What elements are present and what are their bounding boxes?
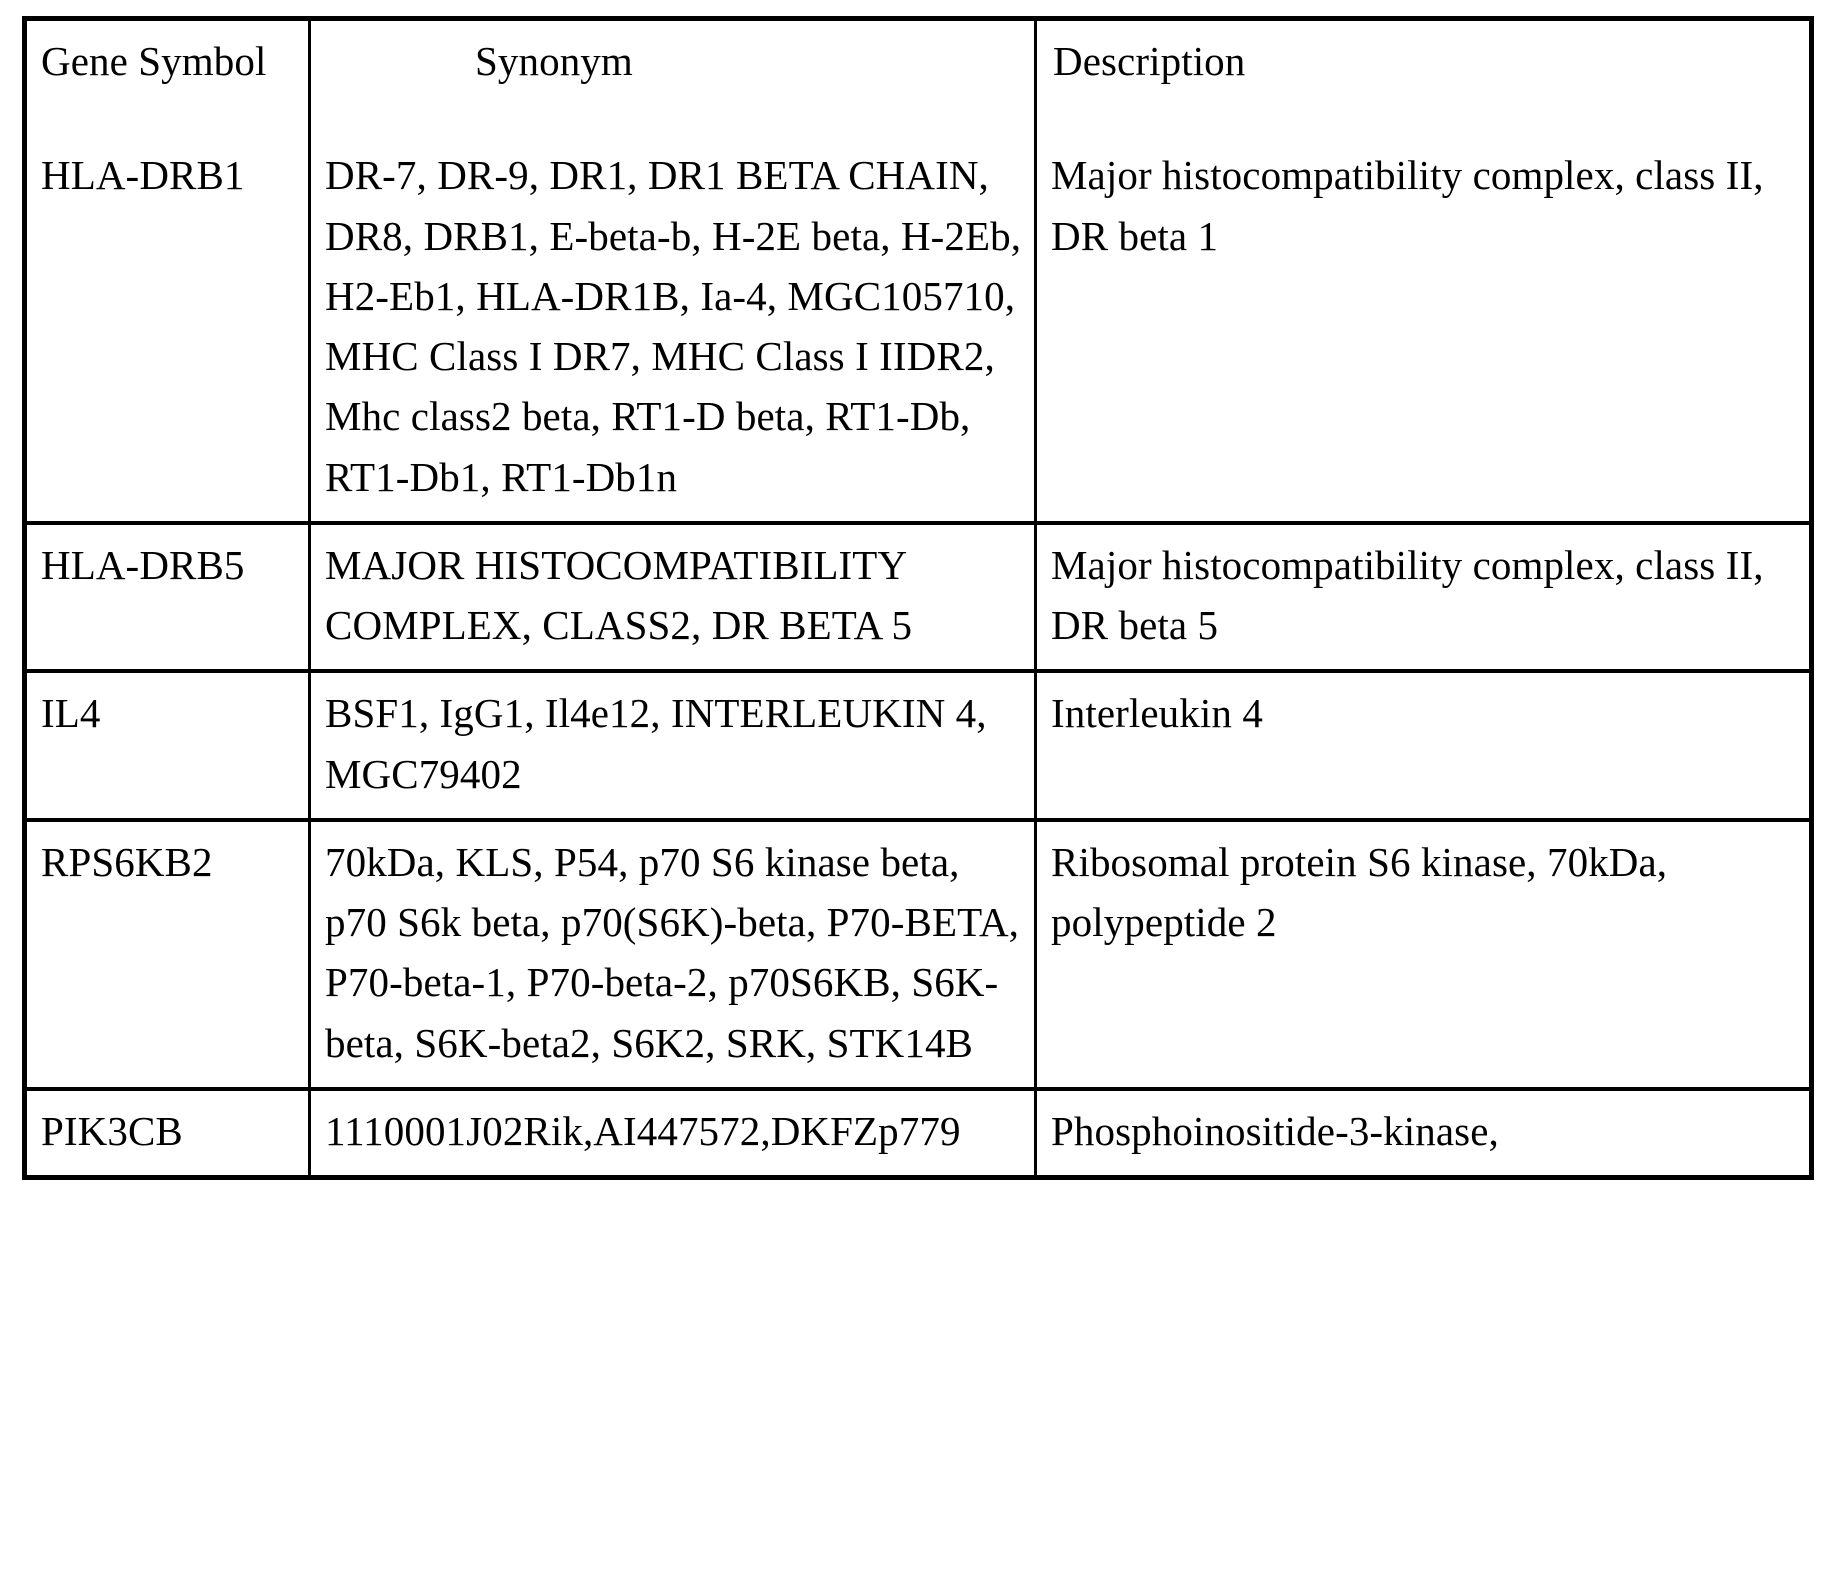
gene-symbol-value: RPS6KB2: [41, 838, 213, 885]
gene-symbol-value: IL4: [41, 690, 101, 737]
cell-description: Ribosomal protein S6 kinase, 70kDa, poly…: [1035, 819, 1812, 1091]
column-header-synonym-label: Synonym: [475, 38, 633, 84]
table-row: HLA-DRB5 MAJOR HISTOCOMPATIBILITY COMPLE…: [24, 522, 1812, 674]
gene-symbol-value: HLA-DRB1: [41, 152, 245, 199]
column-header-description: Description: [1036, 19, 1812, 136]
cell-description: Phosphoinositide-3-kinase,: [1036, 1089, 1812, 1178]
synonym-value: MAJOR HISTOCOMPATIBILITY COMPLEX, CLASS2…: [325, 541, 913, 649]
cell-synonym: 1110001J02Rik,AI447572,DKFZp779: [309, 1088, 1037, 1178]
table-body: HLA-DRB1 DR-7, DR-9, DR1, DR1 BETA CHAIN…: [24, 135, 1812, 1178]
cell-synonym: BSF1, IgG1, Il4e12, INTERLEUKIN 4, MGC79…: [309, 671, 1037, 822]
table-row: HLA-DRB1 DR-7, DR-9, DR1, DR1 BETA CHAIN…: [24, 135, 1812, 525]
column-header-gene-symbol-label: Gene Symbol: [41, 38, 267, 84]
cell-gene-symbol: PIK3CB: [24, 1088, 311, 1178]
column-header-description-label: Description: [1053, 38, 1246, 84]
gene-symbol-value: PIK3CB: [41, 1107, 183, 1154]
cell-description: Interleukin 4: [1035, 671, 1812, 822]
gene-annotation-table: Gene Symbol Synonym Description HLA-DRB1…: [22, 16, 1814, 1181]
description-value: Major histocompatibility complex, class …: [1051, 541, 1764, 649]
cell-synonym: DR-7, DR-9, DR1, DR1 BETA CHAIN, DR8, DR…: [309, 135, 1037, 525]
cell-gene-symbol: HLA-DRB5: [24, 522, 311, 674]
description-value: Major histocompatibility complex, class …: [1051, 152, 1764, 259]
table-header: Gene Symbol Synonym Description: [24, 18, 1812, 136]
synonym-value: 1110001J02Rik,AI447572,DKFZp779: [325, 1107, 961, 1154]
column-header-gene-symbol: Gene Symbol: [24, 18, 311, 136]
description-value: Interleukin 4: [1051, 690, 1263, 737]
gene-symbol-value: HLA-DRB5: [41, 541, 245, 588]
table-row: RPS6KB2 70kDa, KLS, P54, p70 S6 kinase b…: [24, 819, 1812, 1091]
cell-synonym: MAJOR HISTOCOMPATIBILITY COMPLEX, CLASS2…: [309, 522, 1037, 674]
table-header-row: Gene Symbol Synonym Description: [24, 18, 1812, 136]
description-value: Ribosomal protein S6 kinase, 70kDa, poly…: [1051, 838, 1668, 946]
cell-gene-symbol: RPS6KB2: [24, 819, 311, 1091]
cell-gene-symbol: HLA-DRB1: [24, 135, 311, 525]
cell-description: Major histocompatibility complex, class …: [1035, 522, 1812, 674]
table-row: IL4 BSF1, IgG1, Il4e12, INTERLEUKIN 4, M…: [24, 671, 1812, 822]
cell-synonym: 70kDa, KLS, P54, p70 S6 kinase beta, p70…: [309, 819, 1037, 1091]
cell-gene-symbol: IL4: [24, 671, 311, 822]
column-header-synonym: Synonym: [309, 18, 1037, 136]
table-row: PIK3CB 1110001J02Rik,AI447572,DKFZp779 P…: [24, 1088, 1812, 1178]
cell-description: Major histocompatibility complex, class …: [1035, 135, 1812, 525]
description-value: Phosphoinositide-3-kinase,: [1051, 1107, 1499, 1154]
synonym-value: DR-7, DR-9, DR1, DR1 BETA CHAIN, DR8, DR…: [325, 152, 1022, 500]
synonym-value: BSF1, IgG1, Il4e12, INTERLEUKIN 4, MGC79…: [325, 690, 987, 797]
synonym-value: 70kDa, KLS, P54, p70 S6 kinase beta, p70…: [325, 838, 1020, 1066]
